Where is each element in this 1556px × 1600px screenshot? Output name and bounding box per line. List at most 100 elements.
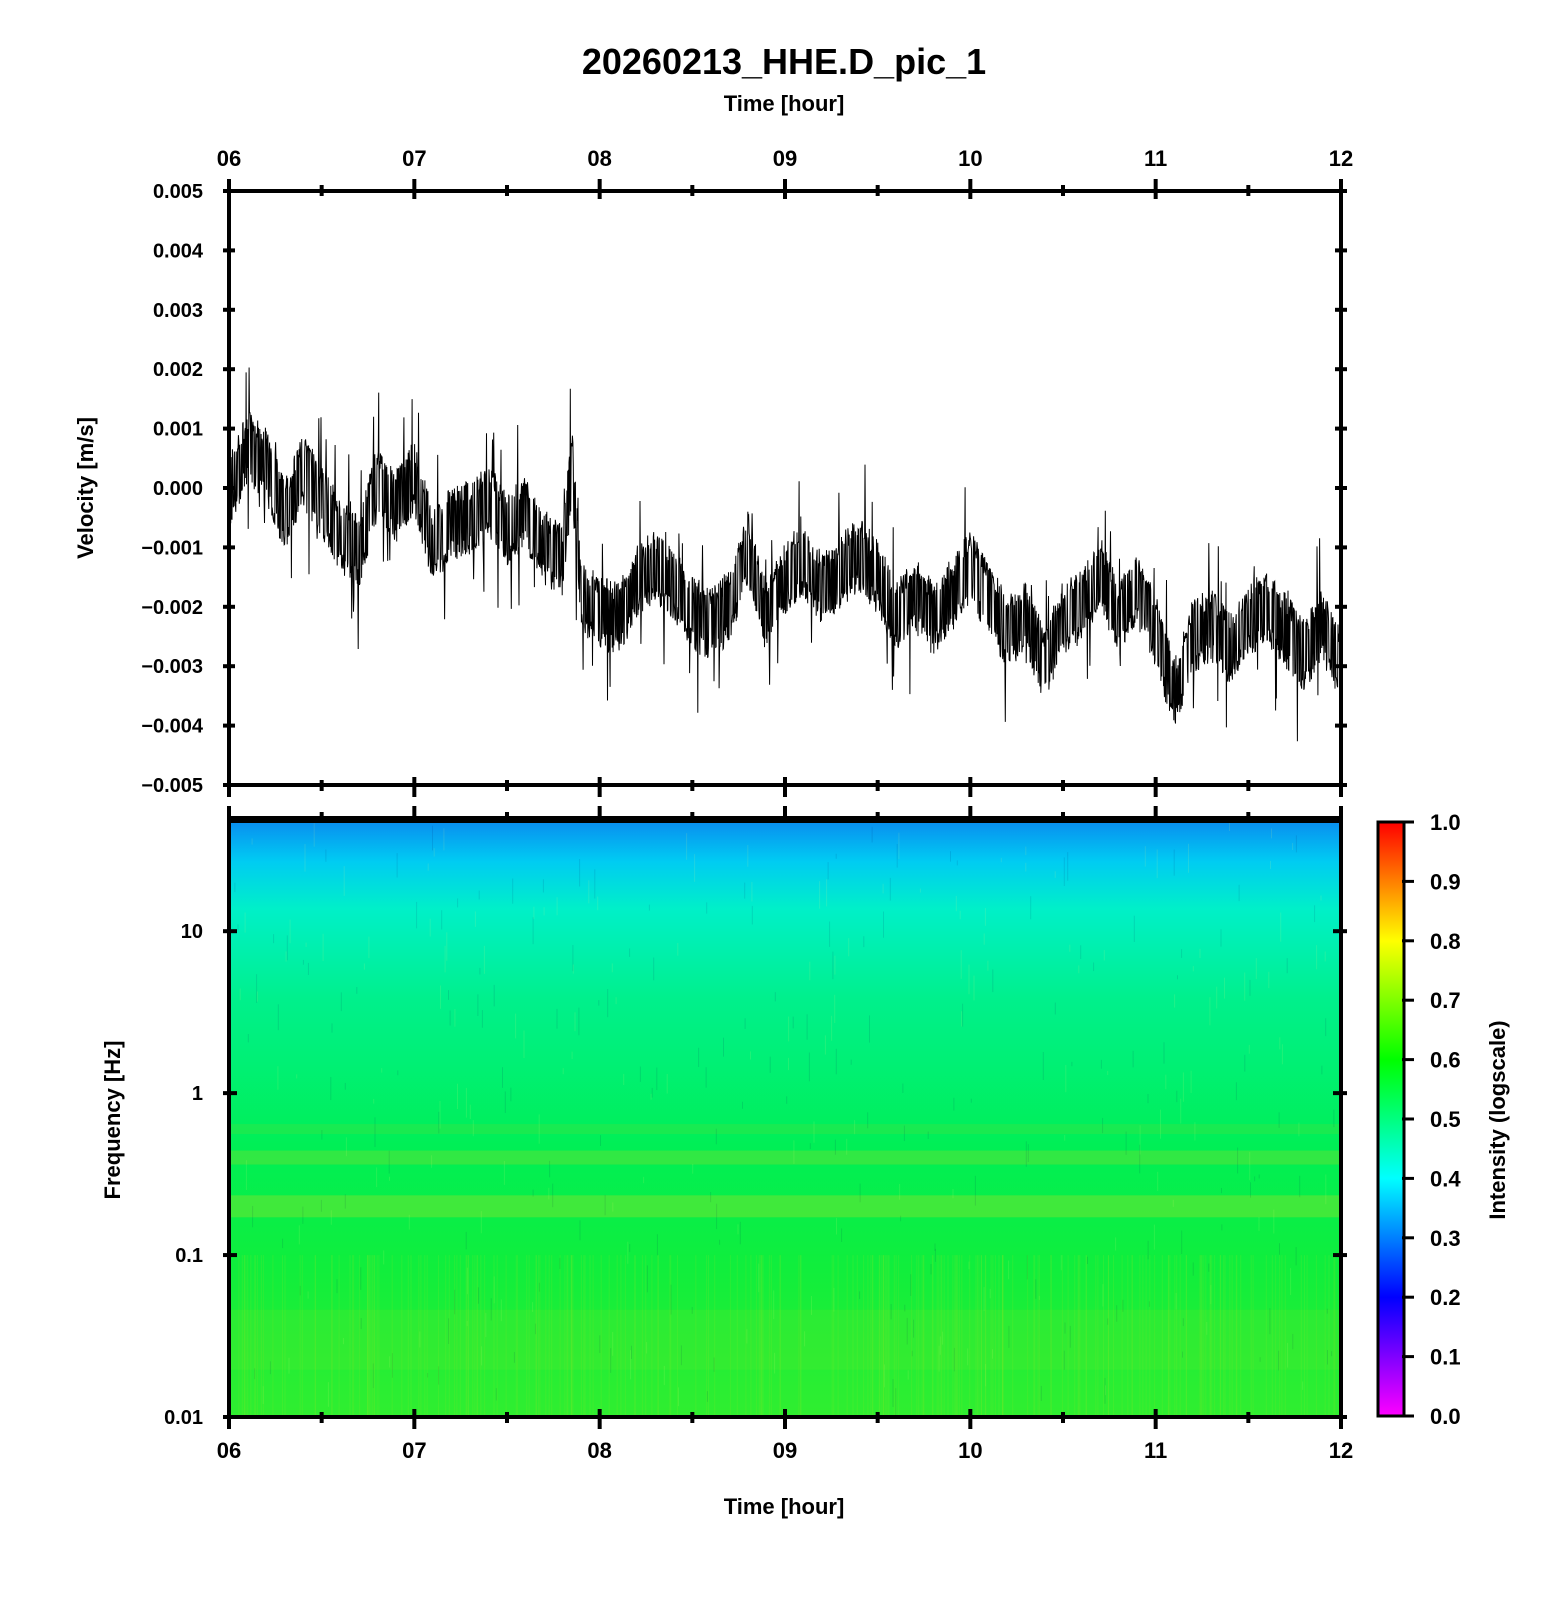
spectrogram-speckle	[1249, 979, 1251, 996]
spectrogram-stripe	[947, 1255, 949, 1415]
spectrogram-speckle	[1298, 1122, 1300, 1137]
spectrogram-stripe	[695, 1255, 697, 1415]
spectrogram-speckle	[867, 1112, 869, 1129]
waveform-y-tick-labels: 0.005 0.004 0.003 0.002 0.001 0.000 −0.001 −0.0…	[141, 181, 204, 797]
spectrogram-stripe	[484, 1255, 486, 1415]
spectrogram-speckle	[1078, 965, 1080, 974]
x-tick-label: 09	[773, 146, 797, 171]
spectrogram-stripe	[1219, 1255, 1221, 1415]
spectrogram-stripe	[247, 1255, 249, 1415]
y-tick-label: 0.002	[153, 359, 203, 381]
spectrogram-speckle	[237, 924, 239, 931]
spectrogram-stripe	[641, 1255, 643, 1415]
spectrogram-stripe	[898, 1255, 900, 1415]
spectrogram-speckle	[899, 1184, 901, 1200]
spectrogram-stripe	[516, 1255, 518, 1415]
waveform-trace	[228, 367, 1342, 742]
spectrogram-speckle	[646, 1342, 648, 1354]
spectrogram-stripe	[932, 1255, 934, 1415]
spectrogram-stripe	[886, 1255, 888, 1415]
spectrogram-speckle	[1104, 1377, 1106, 1404]
spectrogram-stripe	[770, 1255, 772, 1415]
spectrogram-speckle	[1302, 1381, 1304, 1390]
spectrogram-speckle	[441, 910, 443, 930]
spectrogram-x-tick-labels: 06 07 08 09 10 11 12	[217, 1438, 1353, 1463]
spectrogram-stripe	[1145, 1255, 1147, 1415]
spectrogram-stripe	[985, 1255, 987, 1415]
spectrogram-speckle	[639, 1066, 641, 1082]
spectrogram-speckle	[985, 1364, 987, 1387]
spectrogram-speckle	[680, 1345, 682, 1366]
bottom-x-axis-label: Time [hour]	[724, 1494, 845, 1519]
x-tick-label: 06	[217, 146, 241, 171]
spectrogram-speckle	[1181, 1230, 1183, 1254]
spectrogram-stripe	[272, 1255, 274, 1415]
spectrogram-speckle	[277, 1004, 279, 1031]
spectrogram-speckle	[572, 945, 574, 972]
spectrogram-speckle	[806, 1014, 808, 1040]
spectrogram-speckle	[549, 1160, 551, 1178]
spectrogram-speckle	[1102, 1117, 1104, 1134]
spectrogram-stripe	[736, 1255, 738, 1415]
x-tick-label: 10	[958, 1438, 982, 1463]
spectrogram-speckle	[454, 1009, 456, 1027]
spectrogram-speckle	[438, 1366, 440, 1385]
spectrogram-stripe	[548, 1255, 550, 1415]
spectrogram-speckle	[824, 1035, 826, 1055]
spectrogram-speckle	[813, 1121, 815, 1143]
spectrogram-speckle	[1030, 896, 1032, 920]
spectrogram-stripe	[367, 1255, 368, 1415]
spectrogram-stripe	[1223, 1255, 1225, 1415]
spectrogram-speckle	[716, 1203, 718, 1230]
spectrogram-speckle	[477, 1287, 479, 1304]
spectrogram-speckle	[627, 1241, 629, 1264]
spectrogram-speckle	[597, 896, 599, 911]
spectrogram-speckle	[427, 863, 429, 871]
spectrogram-speckle	[302, 959, 304, 965]
spectrogram-stripe	[846, 1255, 848, 1415]
spectrogram-stripe	[745, 1255, 747, 1415]
spectrogram-stripe	[893, 1255, 895, 1415]
spectrogram-speckle	[1069, 944, 1071, 952]
spectrogram-speckle	[612, 1202, 614, 1212]
spectrogram-stripe	[1229, 1255, 1231, 1415]
spectrogram-speckle	[758, 1263, 760, 1293]
spectrogram-stripe	[371, 1255, 373, 1415]
spectrogram-speckle	[706, 1391, 708, 1402]
spectrogram-stripe	[856, 1255, 858, 1415]
spectrogram-speckle	[1103, 950, 1105, 961]
spectrogram-speckle	[360, 1267, 362, 1290]
spectrogram-stripe	[957, 1255, 959, 1415]
spectrogram-speckle	[804, 1331, 806, 1347]
spectrogram-speckle	[942, 1331, 944, 1345]
spectrogram-stripe	[608, 1255, 610, 1415]
spectrogram-speckle	[532, 1189, 534, 1197]
spectrogram-stripe	[1033, 1255, 1035, 1415]
spectrogram-speckle	[746, 1329, 748, 1344]
spectrogram-stripe	[1199, 1255, 1201, 1415]
spectrogram-speckle	[1182, 1072, 1184, 1102]
spectrogram-stripe	[1304, 1255, 1305, 1415]
spectrogram-stripe	[456, 1255, 458, 1415]
spectrogram-speckle	[751, 882, 753, 902]
spectrogram-stripe	[314, 1255, 316, 1415]
spectrogram-stripe	[1211, 1255, 1213, 1415]
spectrogram-speckle	[483, 945, 485, 974]
spectrogram-speckle	[1038, 1295, 1040, 1300]
spectrogram-stripe	[583, 1255, 585, 1415]
spectrogram-stripe	[990, 1255, 992, 1415]
spectrogram-stripe	[863, 1255, 865, 1415]
spectrogram-stripe	[571, 1255, 573, 1415]
spectrogram-stripe	[352, 1255, 354, 1415]
spectrogram-speckle	[559, 1257, 561, 1270]
spectrogram-speckle	[1192, 1262, 1194, 1276]
spectrogram-speckle	[834, 955, 836, 975]
spectrogram-speckle	[952, 1189, 954, 1199]
spectrogram-stripe	[1168, 1255, 1170, 1415]
spectrogram-stripe	[418, 1255, 420, 1415]
spectrogram-speckle	[1280, 912, 1282, 942]
spectrogram-speckle	[490, 1298, 492, 1321]
spectrogram-stripe	[1300, 1255, 1302, 1415]
spectrogram-speckle	[1063, 1350, 1065, 1370]
spectrogram-stripe	[1097, 1255, 1099, 1415]
